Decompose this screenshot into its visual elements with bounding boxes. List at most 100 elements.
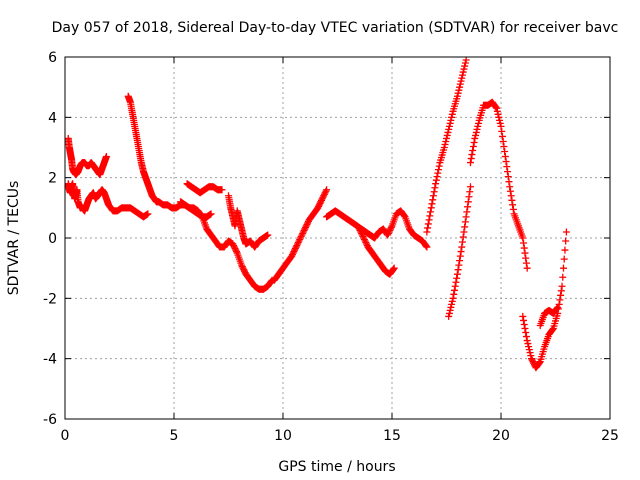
- data-point: [426, 212, 434, 220]
- data-point: [451, 282, 459, 290]
- data-point: [528, 356, 536, 364]
- data-point: [520, 244, 528, 252]
- data-point: [522, 333, 530, 341]
- data-point: [359, 232, 367, 240]
- data-point: [297, 232, 305, 240]
- data-point: [448, 113, 456, 121]
- data-point: [318, 195, 326, 203]
- data-point: [231, 245, 239, 253]
- data-point: [509, 201, 517, 209]
- data-point: [315, 201, 323, 209]
- data-point: [498, 127, 506, 135]
- data-point: [474, 119, 482, 127]
- data-point: [433, 173, 441, 181]
- data-point: [467, 155, 475, 163]
- data-point: [292, 243, 300, 251]
- data-point: [434, 169, 442, 177]
- series-recovery-9.5-12: [270, 186, 331, 284]
- x-tick-label: 0: [61, 428, 70, 444]
- data-point: [505, 178, 513, 186]
- data-point: [240, 266, 248, 274]
- data-point: [444, 128, 452, 136]
- series-late-21-23: [519, 228, 570, 372]
- data-point: [303, 220, 311, 228]
- data-point: [390, 264, 398, 272]
- data-point: [521, 325, 529, 332]
- data-point: [458, 74, 466, 82]
- data-point: [456, 80, 464, 88]
- data-point: [448, 110, 456, 118]
- data-point: [466, 159, 474, 167]
- data-point: [443, 131, 451, 139]
- data-points: [64, 56, 570, 372]
- data-point: [469, 147, 477, 155]
- data-point: [291, 246, 299, 254]
- data-point: [549, 326, 557, 334]
- data-point: [558, 282, 566, 290]
- data-point: [302, 223, 310, 231]
- data-point: [432, 176, 440, 184]
- data-point: [474, 122, 482, 130]
- data-point: [207, 210, 215, 218]
- data-point: [288, 251, 296, 259]
- data-point: [290, 248, 298, 256]
- data-point: [508, 196, 516, 204]
- data-point: [457, 77, 465, 85]
- y-axis-label: SDTVAR / TECUs: [6, 181, 22, 296]
- data-point: [424, 224, 432, 232]
- data-point: [317, 198, 325, 206]
- data-point: [527, 352, 535, 360]
- data-point: [461, 59, 469, 67]
- series-gap-fill-17.5-18.6: [445, 183, 474, 320]
- y-tick-label: -4: [43, 352, 57, 368]
- series-peak-18.5-21.5: [466, 98, 531, 272]
- series-dip-5.5-7: [177, 198, 215, 221]
- data-point: [232, 246, 240, 254]
- data-point: [502, 158, 510, 166]
- data-point: [302, 222, 310, 230]
- data-point: [423, 243, 431, 251]
- data-point: [520, 239, 528, 247]
- data-point: [432, 180, 440, 188]
- series-lower-early: [64, 180, 152, 221]
- data-point: [456, 252, 464, 260]
- series-steep-rise-16.5-18.5: [423, 56, 470, 236]
- data-point: [291, 245, 299, 253]
- data-point: [494, 110, 502, 118]
- data-point: [459, 233, 467, 241]
- data-point: [557, 291, 565, 299]
- data-point: [442, 137, 450, 145]
- data-point: [387, 223, 395, 231]
- data-point: [232, 248, 240, 256]
- data-point: [560, 255, 568, 263]
- data-point: [555, 300, 563, 308]
- data-point: [454, 266, 462, 274]
- data-point: [506, 183, 514, 191]
- data-point: [498, 132, 506, 140]
- data-point: [536, 359, 544, 367]
- data-point: [238, 263, 246, 271]
- data-point: [557, 287, 565, 295]
- data-point: [427, 204, 435, 212]
- data-point: [425, 216, 433, 224]
- data-point: [504, 168, 512, 176]
- data-point: [497, 122, 505, 130]
- data-point: [389, 265, 397, 273]
- y-tick-label: -2: [43, 291, 57, 307]
- data-point: [452, 278, 460, 286]
- data-point: [459, 68, 467, 76]
- data-point: [360, 236, 368, 244]
- data-point: [504, 173, 512, 181]
- data-point: [289, 249, 297, 257]
- data-point: [102, 153, 110, 161]
- data-point: [520, 320, 528, 328]
- data-point: [501, 148, 509, 156]
- data-point: [495, 113, 503, 121]
- series-mid-12-16: [323, 207, 431, 251]
- x-tick-label: 5: [170, 428, 179, 444]
- data-point: [522, 329, 530, 337]
- data-point: [230, 243, 238, 251]
- data-point: [445, 122, 453, 130]
- data-point: [461, 218, 469, 226]
